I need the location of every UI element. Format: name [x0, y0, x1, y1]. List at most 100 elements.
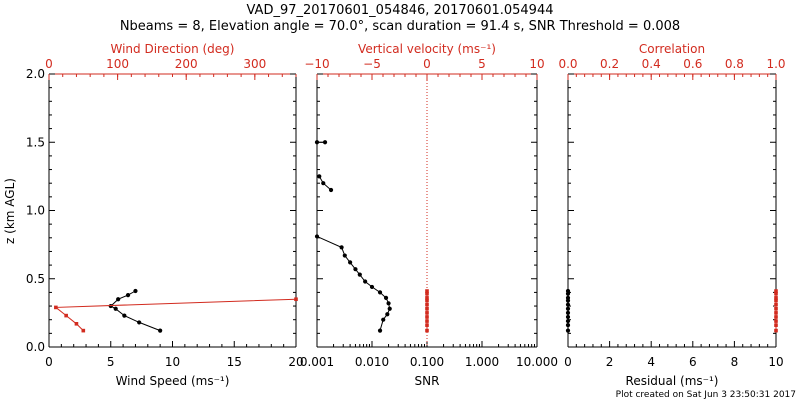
x-tick-label-bottom: 10.000: [516, 355, 558, 369]
data-point: [774, 291, 778, 296]
x-tick-label-bottom: 15: [227, 355, 242, 369]
x-axis-label-bottom: Wind Speed (ms⁻¹): [116, 374, 230, 388]
data-point: [353, 267, 358, 272]
data-point: [425, 291, 429, 296]
data-point: [113, 306, 118, 311]
x-tick-label-top: 0.6: [683, 57, 702, 71]
data-point: [774, 319, 778, 323]
x-tick-label-bottom: 5: [107, 355, 115, 369]
data-point: [774, 315, 778, 319]
data-point: [425, 328, 429, 333]
data-point: [294, 297, 298, 302]
data-point: [774, 323, 778, 327]
x-tick-label-top: −10: [304, 57, 329, 71]
data-point: [425, 319, 429, 323]
data-point: [425, 315, 429, 319]
data-point: [774, 302, 778, 307]
data-point: [116, 297, 121, 302]
x-tick-label-bottom: 1.000: [465, 355, 499, 369]
y-axis-label: z (km AGL): [3, 178, 17, 244]
series-line-wind-direction: [54, 298, 297, 331]
x-axis-label-top: Correlation: [639, 42, 705, 56]
data-point: [383, 295, 389, 300]
data-point: [774, 296, 778, 300]
data-point: [377, 328, 383, 333]
data-point: [314, 234, 320, 239]
data-point: [369, 284, 375, 290]
data-point: [565, 310, 571, 315]
x-tick-label-bottom: 2: [606, 355, 614, 369]
x-tick-label-bottom: 0: [564, 355, 572, 369]
data-point: [158, 328, 163, 333]
data-point: [565, 291, 571, 296]
data-point: [774, 306, 778, 311]
data-point: [386, 301, 391, 306]
data-point: [425, 323, 429, 327]
x-tick-label-top: 0.4: [642, 57, 661, 71]
data-point: [565, 328, 571, 333]
data-point: [317, 174, 322, 179]
data-point: [322, 140, 328, 145]
data-point: [339, 245, 344, 250]
x-tick-label-top: 1.0: [766, 57, 785, 71]
data-point: [64, 313, 68, 318]
x-tick-label-top: 0: [45, 57, 53, 71]
data-point: [363, 279, 368, 284]
snr-panel: 0.001 0.010 0.100 1.000 10.000 SNR −10 −5 0 5 10 Ve…: [300, 42, 558, 388]
x-tick-label-bottom: 10: [165, 355, 180, 369]
data-point: [348, 260, 353, 265]
x-axis-label-bottom: Residual (ms⁻¹): [626, 374, 719, 388]
x-tick-label-bottom: 10: [768, 355, 783, 369]
x-tick-label-top: 10: [529, 57, 544, 71]
x-tick-label-top: 300: [243, 57, 266, 71]
data-point: [125, 293, 131, 298]
data-point: [425, 296, 429, 300]
data-point: [565, 302, 571, 307]
x-tick-label-bottom: 8: [731, 355, 739, 369]
x-tick-label-top: 0.2: [600, 57, 619, 71]
data-point: [377, 290, 383, 295]
data-point: [425, 306, 429, 311]
data-point: [425, 298, 429, 303]
x-tick-label-top: 200: [175, 57, 198, 71]
data-point: [328, 187, 334, 193]
data-point: [565, 318, 571, 324]
data-point: [81, 328, 86, 333]
x-tick-label-top: −5: [363, 57, 381, 71]
series-line-wind-speed: [109, 290, 161, 332]
data-point: [122, 313, 127, 318]
data-point: [774, 289, 778, 293]
y-tick-label: 0.0: [26, 340, 45, 354]
x-tick-label-top: 0.8: [725, 57, 744, 71]
data-point: [774, 311, 778, 315]
data-point: [342, 253, 347, 258]
data-point: [425, 302, 429, 307]
x-tick-label-bottom: 0: [45, 355, 53, 369]
series-line-snr: [316, 235, 391, 331]
title-line-1: VAD_97_20170601_054846, 20170601.054944: [247, 3, 554, 18]
x-axis-label-top: Wind Direction (deg): [111, 42, 235, 56]
x-tick-label-bottom: 0.100: [410, 355, 444, 369]
footer-timestamp: Plot created on Sat Jun 3 23:50:31 2017: [616, 390, 796, 400]
x-tick-label-bottom: 6: [689, 355, 697, 369]
data-point: [357, 272, 362, 277]
data-point: [774, 328, 778, 333]
x-tick-label-top: 0: [423, 57, 431, 71]
y-tick-label: 2.0: [26, 67, 45, 81]
x-tick-label-top: 0.0: [558, 57, 577, 71]
data-point: [54, 305, 58, 310]
y-tick-label: 1.5: [26, 135, 45, 149]
y-tick-label: 0.5: [26, 272, 45, 286]
data-point: [565, 314, 571, 320]
title-line-2: Nbeams = 8, Elevation angle = 70.0°, sca…: [120, 19, 680, 34]
data-point: [774, 298, 778, 303]
data-point: [565, 298, 571, 303]
x-tick-label-bottom: 4: [647, 355, 655, 369]
y-tick-label: 1.0: [26, 204, 45, 218]
data-point: [425, 311, 429, 315]
data-point: [133, 288, 138, 294]
x-tick-label-bottom: 0.010: [355, 355, 389, 369]
